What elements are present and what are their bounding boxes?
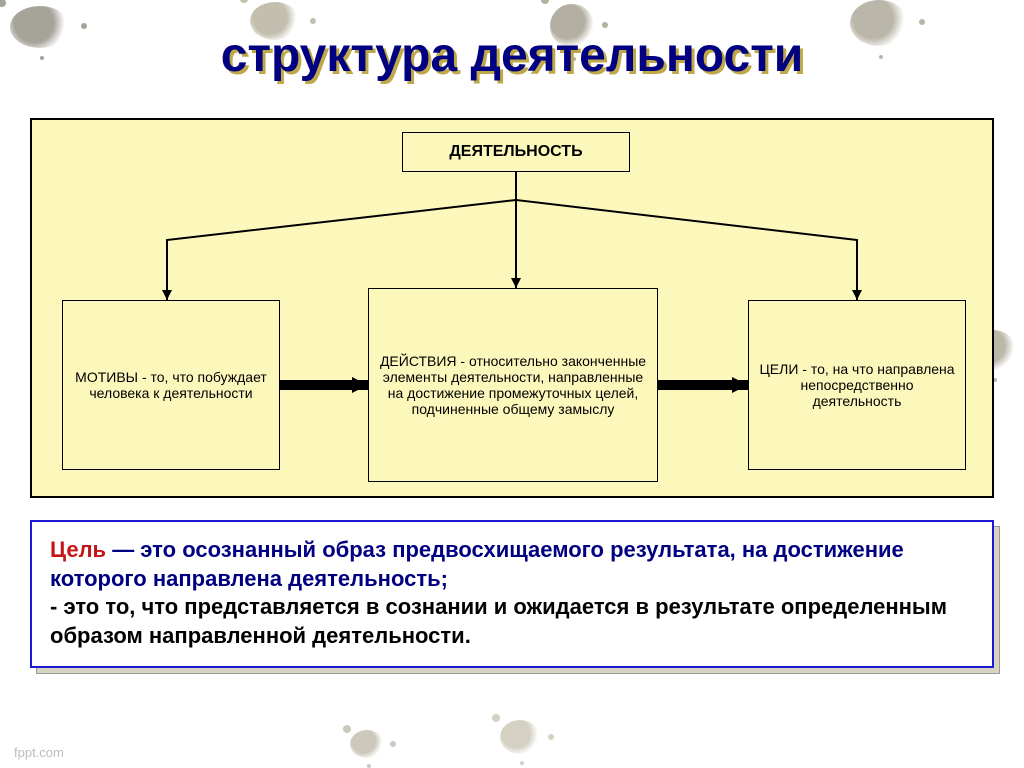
- ink-splat: [919, 19, 925, 25]
- tree-edge: [516, 172, 857, 300]
- ink-splat: [343, 725, 351, 733]
- ink-splat: [310, 18, 316, 24]
- node-motives-label: МОТИВЫ - то, что побуждает человека к де…: [73, 369, 269, 401]
- node-goals: ЦЕЛИ - то, на что направлена непосредств…: [748, 300, 966, 470]
- ink-splat: [548, 734, 554, 740]
- definition-line2-prefix: -: [50, 594, 63, 619]
- ink-splat: [541, 0, 549, 4]
- node-goals-label: ЦЕЛИ - то, на что направлена непосредств…: [759, 361, 955, 409]
- root-label: ДЕЯТЕЛЬНОСТЬ: [449, 143, 582, 161]
- ink-splat: [0, 0, 6, 7]
- ink-splat: [520, 761, 524, 765]
- root-node: ДЕЯТЕЛЬНОСТЬ: [402, 132, 630, 172]
- node-actions: ДЕЙСТВИЯ - относительно законченные элем…: [368, 288, 658, 482]
- definition-line1: — это осознанный образ предвосхищаемого …: [50, 537, 904, 591]
- ink-stain: [350, 730, 384, 758]
- page-title: структура деятельности структура деятель…: [0, 28, 1024, 83]
- definition-line2: это то, что представляется в сознании и …: [50, 594, 947, 648]
- node-motives: МОТИВЫ - то, что побуждает человека к де…: [62, 300, 280, 470]
- ink-splat: [390, 741, 396, 747]
- watermark: fppt.com: [14, 745, 64, 760]
- definition-panel: Цель — это осознанный образ предвосхищае…: [30, 520, 994, 668]
- ink-splat: [240, 0, 248, 3]
- activity-diagram: ДЕЯТЕЛЬНОСТЬ МОТИВЫ - то, что побуждает …: [30, 118, 994, 498]
- tree-edge: [167, 172, 516, 300]
- ink-splat: [492, 714, 500, 722]
- ink-stain: [500, 720, 540, 754]
- definition-box: Цель — это осознанный образ предвосхищае…: [30, 520, 994, 668]
- definition-term: Цель: [50, 537, 106, 562]
- node-actions-label: ДЕЙСТВИЯ - относительно законченные элем…: [379, 353, 647, 417]
- ink-splat: [367, 764, 371, 768]
- title-text: структура деятельности: [221, 29, 804, 82]
